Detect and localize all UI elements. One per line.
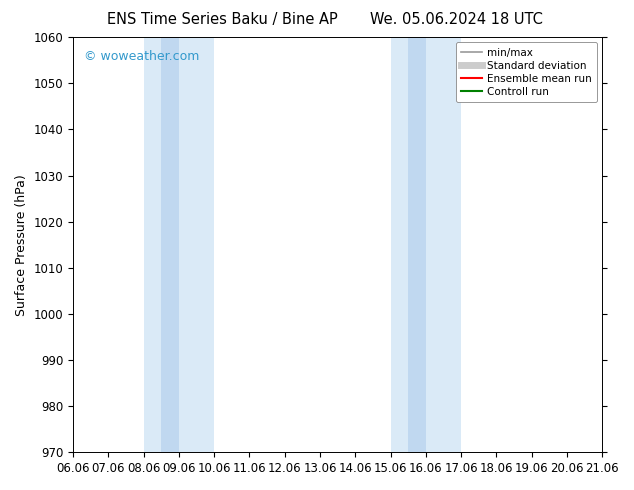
Text: © woweather.com: © woweather.com — [84, 49, 199, 63]
Bar — [143, 37, 214, 452]
Text: ENS Time Series Baku / Bine AP: ENS Time Series Baku / Bine AP — [107, 12, 337, 27]
Bar — [391, 37, 461, 452]
Legend: min/max, Standard deviation, Ensemble mean run, Controll run: min/max, Standard deviation, Ensemble me… — [456, 42, 597, 102]
Bar — [161, 37, 179, 452]
Y-axis label: Surface Pressure (hPa): Surface Pressure (hPa) — [15, 174, 28, 316]
Bar — [408, 37, 426, 452]
Text: We. 05.06.2024 18 UTC: We. 05.06.2024 18 UTC — [370, 12, 543, 27]
